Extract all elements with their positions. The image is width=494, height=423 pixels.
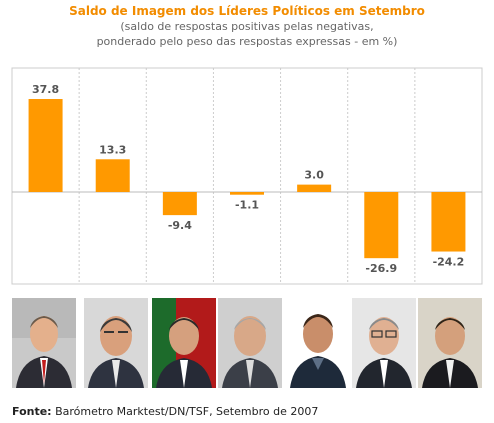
portrait-image (418, 298, 482, 388)
data-label-3: -9.4 (168, 219, 192, 232)
leader-photo-3 (152, 298, 216, 388)
leader-photo-6 (352, 298, 416, 388)
leader-photo-1 (12, 298, 76, 388)
leader-photo-4 (218, 298, 282, 388)
source-note: Fonte: Barómetro Marktest/DN/TSF, Setemb… (12, 405, 318, 418)
data-label-2: 13.3 (99, 143, 126, 156)
bar-4 (230, 192, 264, 195)
data-label-6: -26.9 (365, 262, 397, 275)
data-label-5: 3.0 (304, 169, 324, 182)
plot-frame (11, 67, 483, 285)
source-label: Fonte: (12, 405, 52, 418)
source-text: Barómetro Marktest/DN/TSF, Setembro de 2… (55, 405, 319, 418)
portrait-image (12, 298, 76, 388)
bar-7 (431, 192, 466, 252)
data-label-7: -24.2 (433, 256, 465, 269)
chart-subtitle-line-1: (saldo de respostas positivas pelas nega… (120, 20, 374, 33)
portrait-image (286, 298, 350, 388)
bar-6 (364, 192, 399, 259)
chart-subtitle-line-2: ponderado pelo peso das respostas expres… (96, 35, 398, 48)
leader-photo-2 (84, 298, 148, 388)
bar-1 (28, 99, 63, 192)
bar-3 (162, 192, 197, 216)
portrait-image (218, 298, 282, 388)
data-label-1: 37.8 (32, 83, 59, 96)
portrait-image (84, 298, 148, 388)
portrait-image (152, 298, 216, 388)
chart-title: Saldo de Imagem dos Líderes Políticos em… (69, 4, 425, 18)
bar-chart: 37.8 13.3 -9.4 -1.1 3.0 -26.9 -24.2 (11, 67, 483, 285)
bar-5 (297, 184, 332, 192)
leader-photo-7 (418, 298, 482, 388)
data-label-4: -1.1 (235, 199, 259, 212)
portrait-image (352, 298, 416, 388)
bar-2 (95, 159, 130, 192)
leader-photo-5 (286, 298, 350, 388)
